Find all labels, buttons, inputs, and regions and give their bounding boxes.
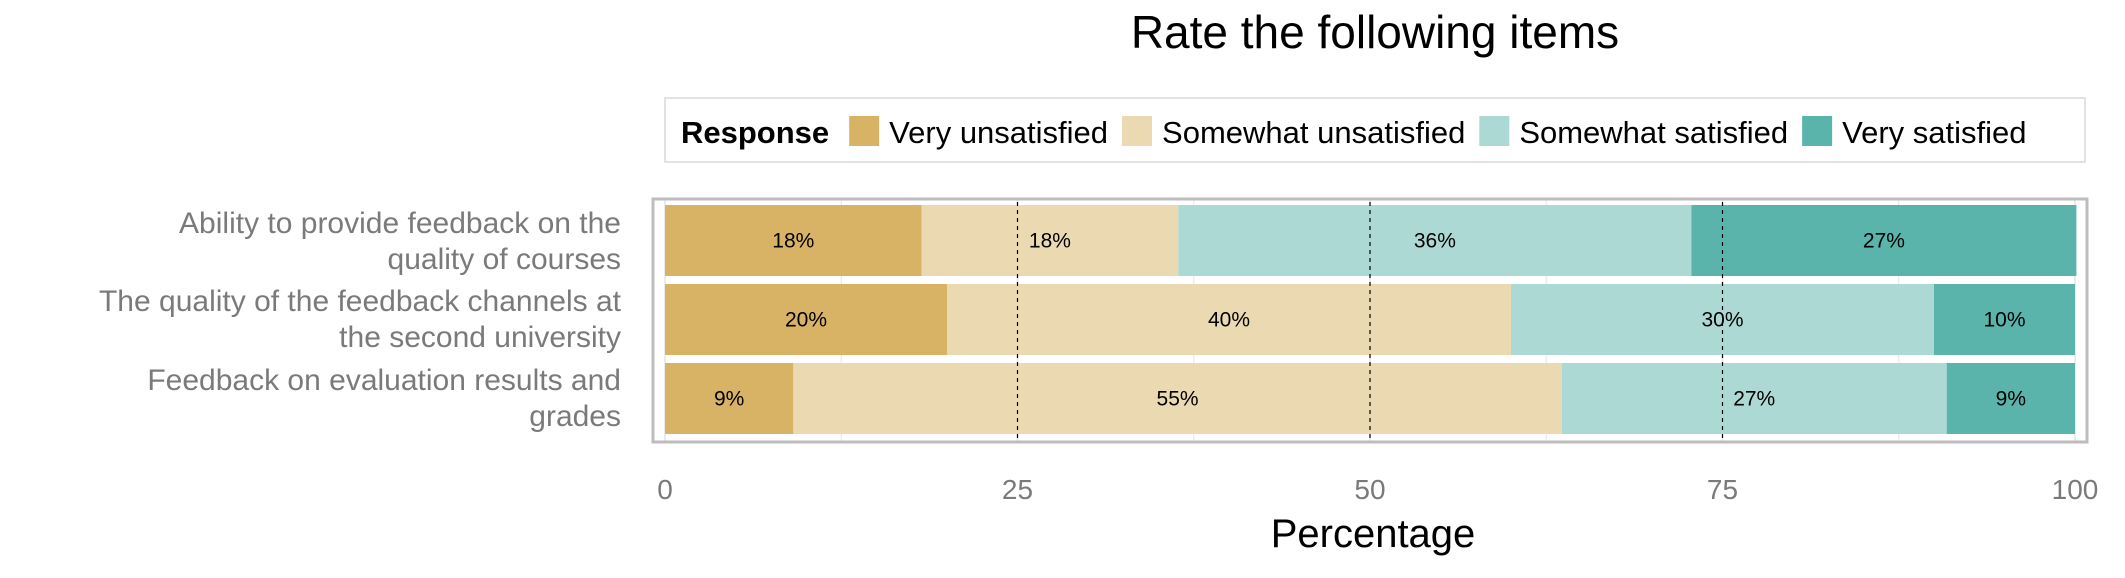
- data-label: 18%: [772, 230, 814, 253]
- category-label-line: the second university: [339, 321, 621, 354]
- bar-very-unsatisfied-row-2: [665, 284, 947, 355]
- bar-somewhat-unsatisfied-row-2: [947, 284, 1511, 355]
- data-label: 27%: [1733, 388, 1775, 411]
- data-label: 55%: [1157, 388, 1199, 411]
- x-tick-label: 75: [1707, 474, 1738, 505]
- legend: Response Very unsatisfied Somewhat unsati…: [664, 97, 2086, 163]
- bar-very-satisfied-row-3: [1946, 363, 2075, 434]
- legend-box: [664, 97, 2086, 163]
- bar-very-unsatisfied-row-1: [665, 205, 922, 276]
- data-label: 40%: [1208, 309, 1250, 332]
- data-label: 30%: [1701, 309, 1743, 332]
- x-tick-label: 100: [2052, 474, 2099, 505]
- data-label: 9%: [714, 388, 744, 411]
- legend-label-very-unsatisfied: Very unsatisfied: [889, 115, 1108, 150]
- legend-swatch-very-satisfied: [1802, 116, 1833, 146]
- data-label: 36%: [1414, 230, 1456, 253]
- legend-label-somewhat-unsatisfied: Somewhat unsatisfied: [1162, 115, 1465, 150]
- data-label: 20%: [785, 309, 827, 332]
- bar-somewhat-satisfied-row-2: [1511, 284, 1934, 355]
- bar-very-unsatisfied-row-3: [665, 363, 794, 434]
- category-label: The quality of the feedback channels at t…: [99, 285, 622, 354]
- data-label: 27%: [1863, 230, 1905, 253]
- bar-somewhat-unsatisfied-row-3: [793, 363, 1562, 434]
- plot-border: [651, 197, 2089, 444]
- bar-somewhat-satisfied-row-1: [1178, 205, 1692, 276]
- chart-title: Rate the following items: [1131, 6, 1619, 58]
- data-label: 18%: [1029, 230, 1071, 253]
- bar-somewhat-unsatisfied-row-1: [921, 205, 1179, 276]
- category-label: Feedback on evaluation results and grades: [147, 364, 621, 433]
- legend-swatch-somewhat-satisfied: [1479, 116, 1510, 146]
- category-label-line: grades: [529, 400, 621, 433]
- bar-very-satisfied-row-1: [1691, 205, 2077, 276]
- bar-very-satisfied-row-2: [1934, 284, 2075, 355]
- category-label-line: Feedback on evaluation results and: [147, 364, 621, 397]
- x-tick-label: 25: [1002, 474, 1033, 505]
- legend-label-very-satisfied: Very satisfied: [1842, 115, 2026, 150]
- category-label: Ability to provide feedback on the qualit…: [179, 207, 621, 276]
- category-label-line: Ability to provide feedback on the: [179, 207, 621, 240]
- legend-label-somewhat-satisfied: Somewhat satisfied: [1519, 115, 1788, 150]
- bar-somewhat-satisfied-row-3: [1561, 363, 1947, 434]
- category-label-line: quality of courses: [388, 243, 621, 276]
- x-tick-label: 50: [1354, 474, 1385, 505]
- category-label-line: The quality of the feedback channels at: [99, 285, 622, 318]
- x-tick-label: 0: [657, 474, 673, 505]
- legend-swatch-very-unsatisfied: [849, 116, 880, 146]
- legend-swatch-somewhat-unsatisfied: [1122, 116, 1153, 146]
- plot-area: 18% 18% 36% 27% 20% 40% 30% 10% 9% 55% 27% 9%: [651, 197, 2089, 444]
- legend-title: Response: [681, 115, 829, 150]
- data-label: 10%: [1983, 309, 2025, 332]
- x-axis-title: Percentage: [1271, 512, 1476, 556]
- data-label: 9%: [1996, 388, 2026, 411]
